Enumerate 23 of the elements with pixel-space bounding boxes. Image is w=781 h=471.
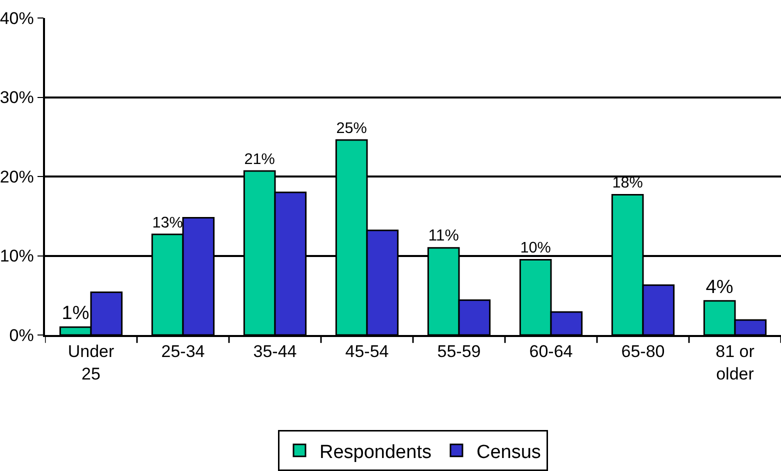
data-label: 21% (244, 150, 276, 168)
y-tick-label: 0% (9, 326, 34, 345)
data-label: 18% (612, 174, 644, 192)
x-tick-label: 81 or older (716, 342, 755, 384)
x-tick-label: Under 25 (68, 342, 114, 384)
y-tick-label: 30% (0, 88, 34, 108)
legend-label: Respondents (320, 442, 432, 463)
x-tick-label: 45-54 (345, 342, 389, 362)
y-tick-label: 10% (0, 246, 34, 266)
x-tick-label: 25-34 (161, 342, 205, 362)
data-label: 1% (62, 303, 90, 324)
y-tick-label: 40% (0, 8, 34, 28)
data-label: 25% (336, 120, 368, 137)
legend-label: Census (476, 442, 541, 463)
x-tick-label: 60-64 (529, 342, 573, 362)
x-tick-label: 35-44 (253, 342, 297, 362)
data-label: 10% (520, 240, 552, 257)
y-tick-label: 20% (0, 167, 34, 186)
x-tick-label: 65-80 (621, 342, 665, 362)
data-label: 13% (152, 214, 184, 232)
data-label: 11% (428, 228, 459, 245)
data-label: 4% (706, 276, 734, 298)
x-tick-label: 55-59 (437, 342, 481, 362)
